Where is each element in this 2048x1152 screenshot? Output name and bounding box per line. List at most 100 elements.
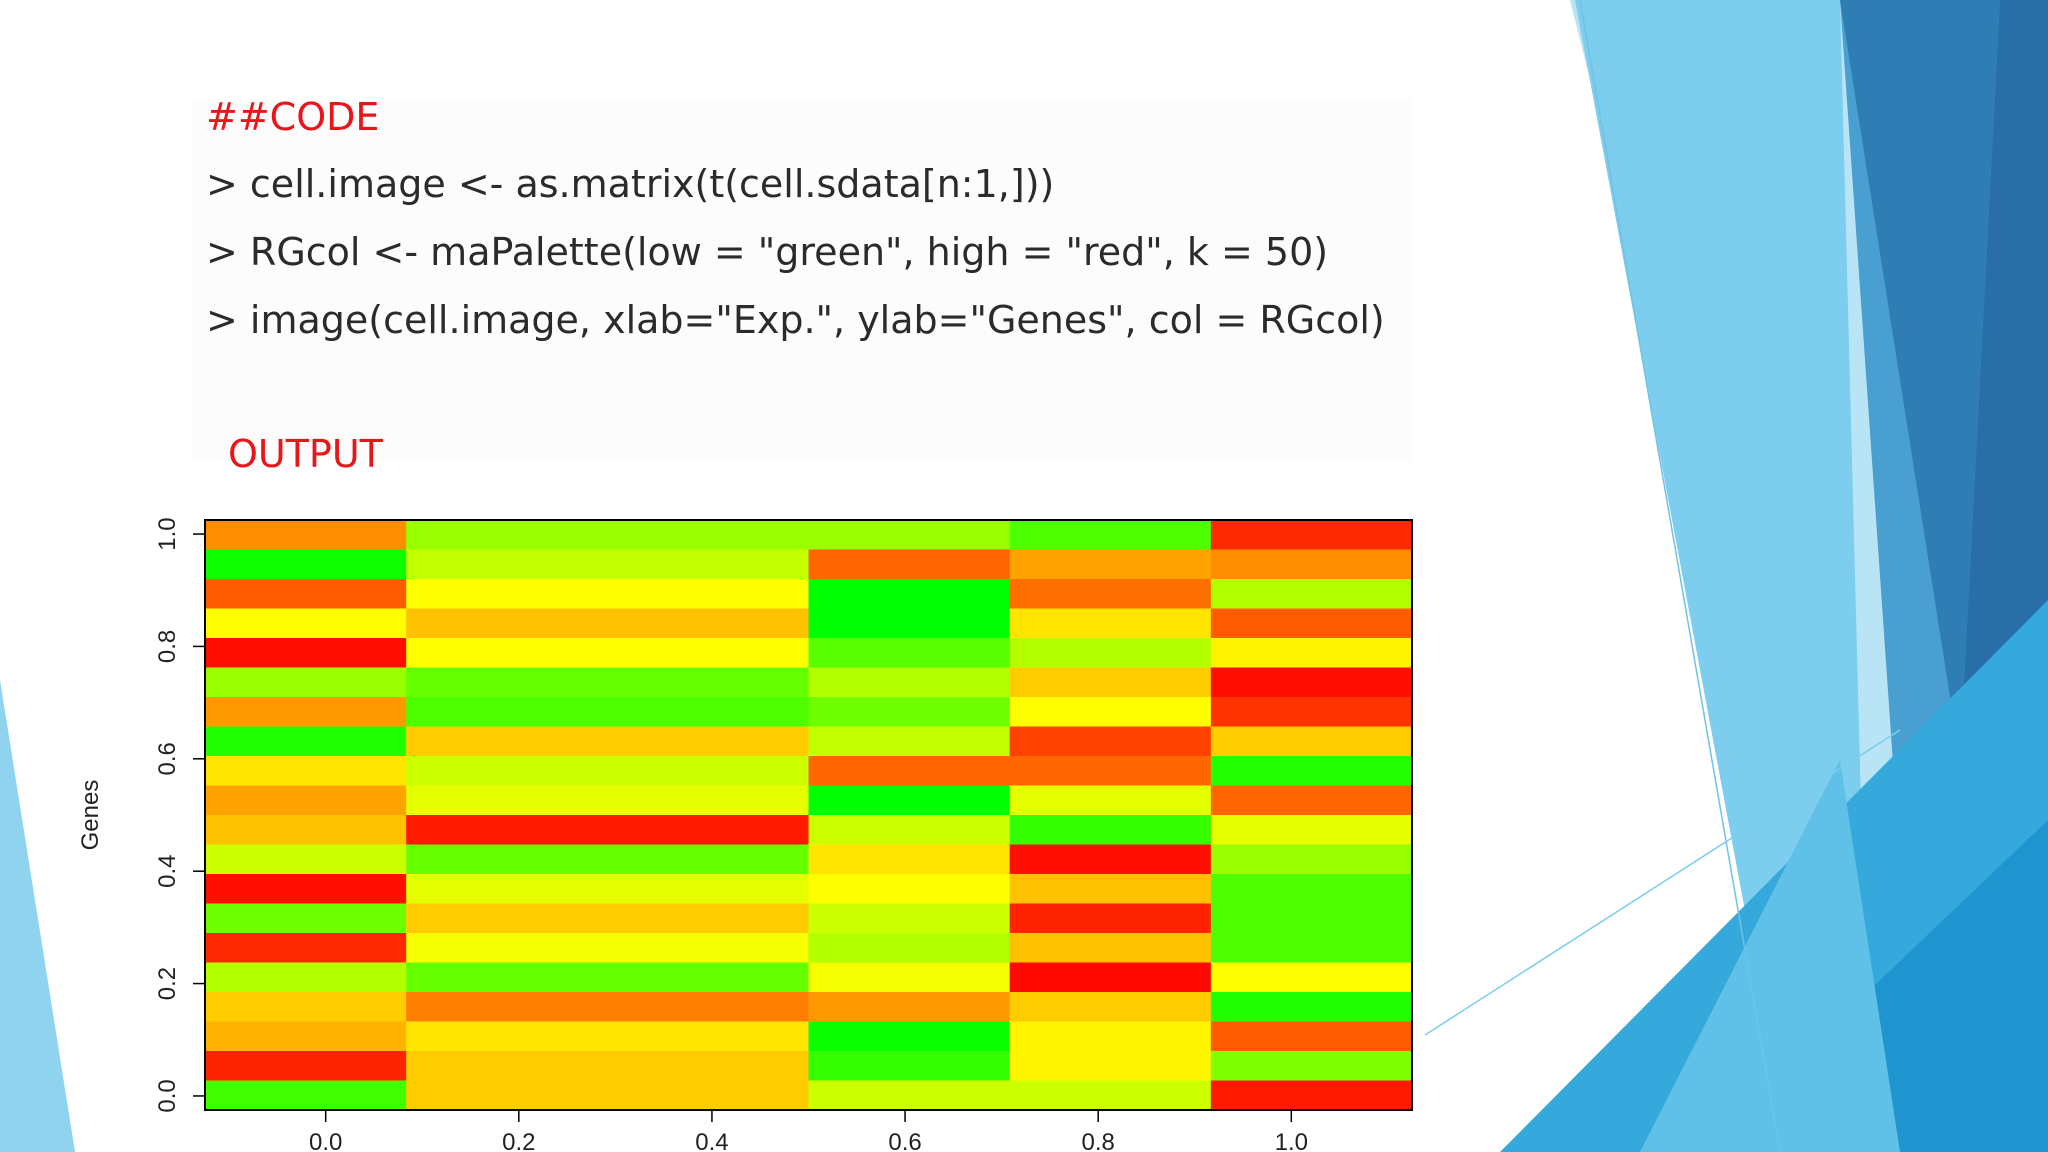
heatmap-cell <box>1210 697 1413 728</box>
heatmap-cell <box>808 549 1011 580</box>
heatmap-cell <box>808 815 1011 846</box>
heatmap-cell <box>1009 1080 1212 1111</box>
heatmap-cell <box>1009 726 1212 757</box>
heatmap-cell <box>607 520 810 551</box>
heatmap-cell <box>808 667 1011 698</box>
heatmap-cell <box>1210 992 1413 1023</box>
heatmap-cell <box>205 903 407 934</box>
heatmap-cell <box>808 933 1011 964</box>
heatmap-cell <box>1009 667 1212 698</box>
heatmap-cell <box>205 874 407 905</box>
heatmap-cell <box>808 608 1011 639</box>
heatmap-cell <box>1210 785 1413 816</box>
right-decor-shape-4 <box>1840 0 2000 760</box>
y-tick-label: 0.8 <box>154 630 181 663</box>
heatmap-cell <box>808 903 1011 934</box>
heatmap-cell <box>808 756 1011 787</box>
heatmap-cell <box>808 1080 1011 1111</box>
heatmap-cell <box>1210 1021 1413 1052</box>
heatmap-cell <box>607 638 810 669</box>
heatmap-cell <box>1210 638 1413 669</box>
heatmap-cell <box>1009 874 1212 905</box>
heatmap-cell <box>607 608 810 639</box>
heatmap-cell <box>205 1051 407 1082</box>
heatmap-cell <box>808 1051 1011 1082</box>
heatmap-cell <box>1210 549 1413 580</box>
heatmap-cell <box>1009 815 1212 846</box>
heatmap-cell <box>1210 933 1413 964</box>
heatmap-cell <box>406 962 608 993</box>
heatmap-cell <box>1210 1080 1413 1111</box>
heatmap-cell <box>808 726 1011 757</box>
heatmap-chart: 0.0 0.2 0.4 0.6 0.8 1.0 0.0 0.2 0.4 0.6 0.8 1.0 Ge… <box>77 517 1413 1152</box>
y-tick-label: 0.2 <box>154 967 181 1000</box>
heatmap-cell <box>607 962 810 993</box>
heatmap-cell <box>1210 726 1413 757</box>
heatmap-cell <box>808 579 1011 610</box>
heatmap-cell <box>1009 992 1212 1023</box>
heatmap-cell <box>406 579 608 610</box>
heatmap-cell <box>406 549 608 580</box>
heatmap-cells <box>205 520 1413 1111</box>
heatmap-cell <box>1009 844 1212 875</box>
code-line-3: > image(cell.image, xlab="Exp.", ylab="G… <box>206 298 1385 342</box>
x-tick-label: 0.2 <box>502 1129 535 1152</box>
heatmap-cell <box>1210 962 1413 993</box>
heatmap-cell <box>406 697 608 728</box>
heatmap-cell <box>406 874 608 905</box>
heatmap-cell <box>406 1021 608 1052</box>
heatmap-cell <box>406 756 608 787</box>
heatmap-cell <box>205 962 407 993</box>
right-decor-shape-8 <box>1640 760 1900 1152</box>
heatmap-cell <box>607 874 810 905</box>
heatmap-cell <box>205 1080 407 1111</box>
code-panel <box>193 100 1411 460</box>
heatmap-cell <box>1009 785 1212 816</box>
heatmap-cell <box>607 1080 810 1111</box>
heatmap-cell <box>607 667 810 698</box>
heatmap-cell <box>406 785 608 816</box>
heatmap-cell <box>808 697 1011 728</box>
y-tick-label: 1.0 <box>154 517 181 550</box>
heatmap-cell <box>1009 903 1212 934</box>
heatmap-cell <box>205 844 407 875</box>
heatmap-cell <box>1009 579 1212 610</box>
heatmap-cell <box>607 756 810 787</box>
heatmap-cell <box>1009 520 1212 551</box>
heatmap-cell <box>406 815 608 846</box>
heatmap-cell <box>1009 1051 1212 1082</box>
heatmap-cell <box>607 697 810 728</box>
heatmap-cell <box>205 638 407 669</box>
heatmap-cell <box>205 667 407 698</box>
heatmap-cell <box>1210 608 1413 639</box>
heatmap-cell <box>808 874 1011 905</box>
heatmap-cell <box>1210 667 1413 698</box>
y-tick-label: 0.6 <box>154 742 181 775</box>
left-decor-shape <box>0 680 75 1152</box>
heatmap-cell <box>406 1080 608 1111</box>
heatmap-cell <box>808 785 1011 816</box>
heatmap-cell <box>205 992 407 1023</box>
output-heading: OUTPUT <box>228 432 383 476</box>
heatmap-cell <box>205 520 407 551</box>
heatmap-cell <box>205 608 407 639</box>
y-tick-label: 0.0 <box>154 1079 181 1112</box>
heatmap-cell <box>1210 1051 1413 1082</box>
heatmap-cell <box>607 992 810 1023</box>
heatmap-cell <box>205 549 407 580</box>
heatmap-cell <box>406 667 608 698</box>
heatmap-cell <box>607 933 810 964</box>
x-tick-label: 0.8 <box>1081 1129 1114 1152</box>
heatmap-cell <box>205 697 407 728</box>
heatmap-cell <box>607 815 810 846</box>
right-decor-shape-5 <box>1960 0 2048 760</box>
heatmap-cell <box>808 962 1011 993</box>
heatmap-cell <box>1210 903 1413 934</box>
decor-line-2 <box>1424 729 1901 1036</box>
heatmap-cell <box>1210 579 1413 610</box>
y-axis-ticks: 0.0 0.2 0.4 0.6 0.8 1.0 <box>154 517 205 1113</box>
heatmap-cell <box>406 638 608 669</box>
heatmap-cell <box>1210 520 1413 551</box>
heatmap-cell <box>607 579 810 610</box>
